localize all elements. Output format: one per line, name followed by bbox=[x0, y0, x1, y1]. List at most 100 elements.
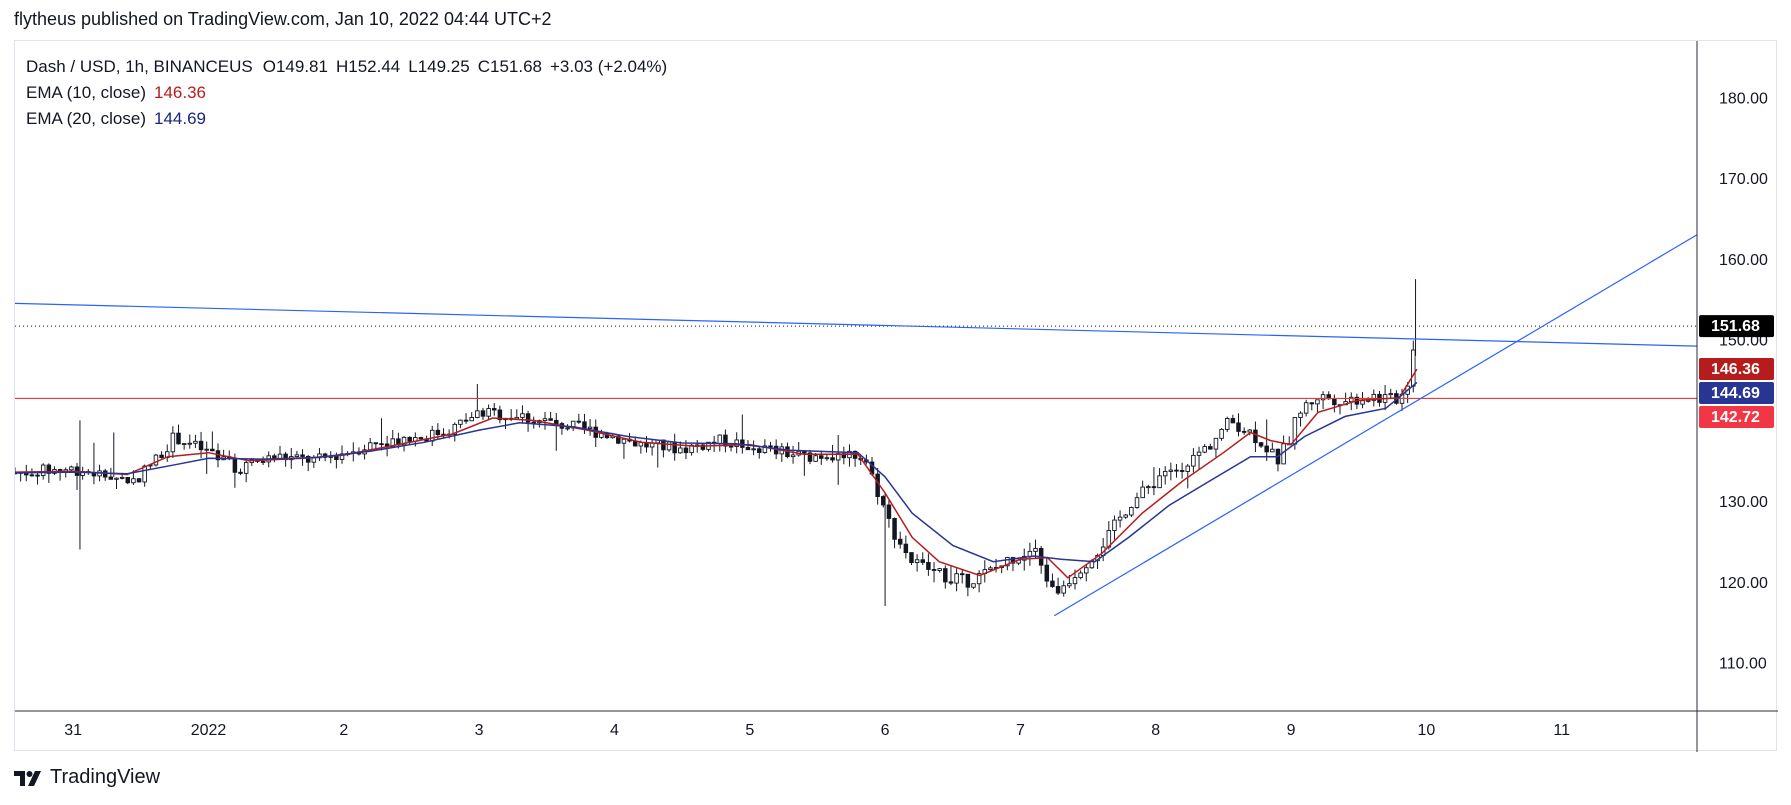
candle-body bbox=[46, 464, 52, 474]
legend-symbol-row: Dash / USD, 1h, BINANCEUS O149.81 H152.44 L… bbox=[26, 54, 675, 80]
candle-body bbox=[334, 455, 339, 460]
legend-ema10-label: EMA (10, close) bbox=[26, 83, 146, 102]
candle-body bbox=[1134, 497, 1140, 508]
candle-body bbox=[1117, 516, 1123, 521]
candle-body bbox=[1315, 399, 1320, 405]
candle-body bbox=[683, 447, 689, 454]
candle-body bbox=[813, 455, 818, 462]
candle-body bbox=[931, 568, 937, 571]
legend-ohlc: O149.81 H152.44 L149.25 C151.68 +3.03 (+2.04… bbox=[263, 57, 675, 76]
candle-body bbox=[108, 476, 114, 480]
candle-body bbox=[469, 417, 474, 422]
price-tag-support[interactable]: 142.72 bbox=[1699, 406, 1774, 429]
legend-open: O149.81 bbox=[262, 57, 328, 76]
candle-body bbox=[379, 443, 384, 446]
candle-body bbox=[1061, 585, 1066, 594]
candle-body bbox=[892, 517, 897, 540]
candle-body bbox=[830, 457, 835, 461]
candle-body bbox=[576, 420, 582, 423]
candle-body bbox=[1084, 567, 1089, 574]
candle-body bbox=[819, 455, 824, 459]
candle-body bbox=[1151, 486, 1157, 489]
candle-body bbox=[914, 559, 920, 563]
candle-body bbox=[1270, 448, 1275, 453]
legend-close: C151.68 bbox=[477, 57, 542, 76]
price-tag-ema20[interactable]: 144.69 bbox=[1699, 382, 1774, 405]
candle-body bbox=[751, 448, 756, 451]
candle-body bbox=[1027, 550, 1033, 557]
candle-body bbox=[1191, 454, 1196, 467]
candle-body bbox=[463, 419, 469, 422]
candle-body bbox=[976, 573, 982, 585]
candle-body bbox=[1185, 465, 1191, 472]
candle-body bbox=[1213, 437, 1219, 450]
x-tick-label: 3 bbox=[475, 722, 484, 739]
candle-body bbox=[1033, 547, 1038, 552]
candle-body bbox=[565, 427, 570, 430]
candle-body bbox=[153, 454, 159, 466]
candle-body bbox=[965, 573, 971, 588]
price-tag-label: 146.36 bbox=[1711, 361, 1760, 378]
price-tag-bg bbox=[1699, 406, 1774, 429]
candle-body bbox=[672, 441, 677, 454]
footer-brand[interactable]: TradingView bbox=[14, 766, 160, 789]
candle-body bbox=[1179, 470, 1185, 472]
candle-body bbox=[311, 457, 317, 463]
candle-body bbox=[587, 426, 593, 429]
candle-body bbox=[937, 568, 942, 571]
x-tick-label: 31 bbox=[64, 722, 82, 739]
candle-body bbox=[959, 573, 965, 576]
candle-body bbox=[429, 429, 435, 442]
candle-body bbox=[407, 436, 412, 442]
ascending-trendline[interactable] bbox=[1053, 234, 1698, 617]
candle-body bbox=[1044, 564, 1050, 582]
chart-frame[interactable]: 110.00120.00130.00140.00150.00160.00170.… bbox=[14, 40, 1778, 752]
candle-body bbox=[807, 452, 813, 462]
candle-body bbox=[1253, 429, 1258, 444]
candle-body bbox=[114, 477, 119, 480]
candle-body bbox=[198, 440, 204, 451]
candle-body bbox=[305, 456, 311, 463]
y-tick-label: 120.00 bbox=[1719, 575, 1768, 592]
x-tick-label: 2022 bbox=[191, 722, 227, 739]
price-tag-bg bbox=[1699, 358, 1774, 381]
y-tick-label: 180.00 bbox=[1719, 91, 1768, 108]
legend-ema20-value: 144.69 bbox=[154, 109, 206, 128]
candle-body bbox=[1072, 577, 1078, 585]
candle-body bbox=[666, 441, 672, 451]
candle-body bbox=[1411, 349, 1416, 387]
candle-body bbox=[294, 454, 300, 458]
candle-body bbox=[1365, 399, 1371, 402]
x-tick-label: 4 bbox=[610, 722, 619, 739]
candle-body bbox=[243, 462, 249, 474]
price-tag-last-price[interactable]: 151.68 bbox=[1699, 315, 1774, 338]
legend-ema10-row[interactable]: EMA (10, close) 146.36 bbox=[26, 80, 675, 106]
y-tick-label: 170.00 bbox=[1719, 171, 1768, 188]
candle-body bbox=[1247, 429, 1253, 433]
legend-ema20-row[interactable]: EMA (20, close) 144.69 bbox=[26, 106, 675, 132]
x-tick-label: 5 bbox=[745, 722, 754, 739]
price-tag-label: 151.68 bbox=[1711, 318, 1760, 335]
candle-body bbox=[69, 466, 74, 471]
y-tick-label: 160.00 bbox=[1719, 252, 1768, 269]
descending-trendline[interactable] bbox=[15, 302, 1698, 347]
ema10-line[interactable] bbox=[15, 368, 1418, 579]
ema20-line[interactable] bbox=[15, 381, 1418, 563]
candle-body bbox=[1371, 393, 1377, 401]
candle-body bbox=[159, 454, 164, 458]
candle-body bbox=[717, 434, 723, 444]
x-tick-label: 9 bbox=[1287, 722, 1296, 739]
candle-body bbox=[886, 504, 892, 519]
candle-body bbox=[1388, 393, 1393, 396]
candle-body bbox=[35, 474, 40, 477]
candle-body bbox=[621, 438, 627, 444]
price-tag-ema10[interactable]: 146.36 bbox=[1699, 358, 1774, 381]
chart-svg[interactable]: 110.00120.00130.00140.00150.00160.00170.… bbox=[15, 41, 1778, 752]
price-tag-label: 144.69 bbox=[1711, 385, 1760, 402]
candle-body bbox=[187, 442, 193, 445]
legend-symbol[interactable]: Dash / USD, 1h, BINANCEUS bbox=[26, 57, 253, 76]
candle-body bbox=[480, 410, 486, 417]
candle-body bbox=[238, 471, 243, 474]
candle-body bbox=[926, 561, 931, 570]
candle-body bbox=[1196, 451, 1202, 456]
